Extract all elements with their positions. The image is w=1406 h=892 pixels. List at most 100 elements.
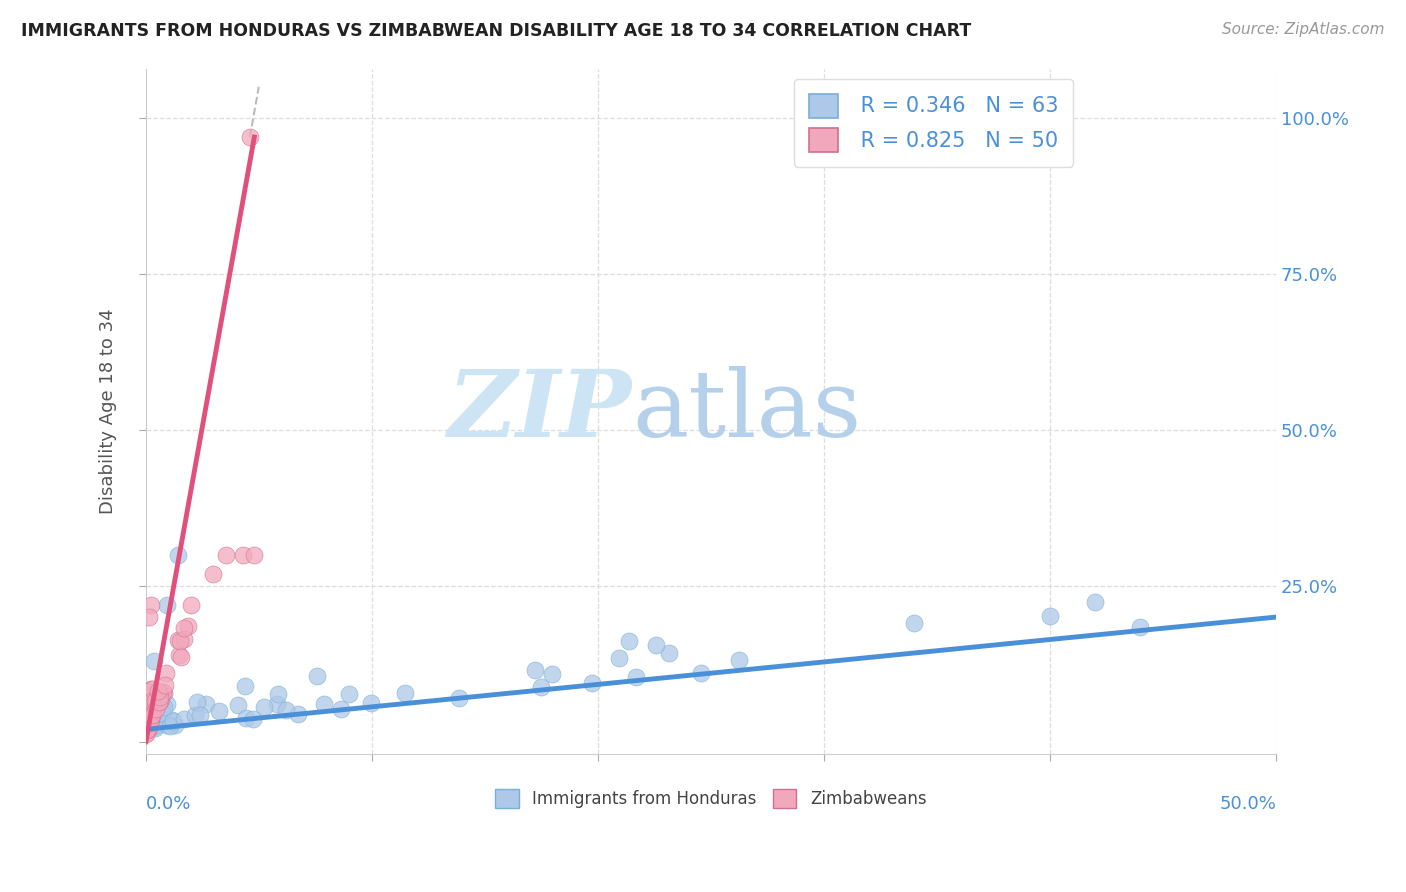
Point bbox=[136, 703, 159, 717]
Point bbox=[153, 678, 176, 692]
Point bbox=[305, 668, 328, 682]
Point bbox=[180, 598, 202, 612]
Point bbox=[136, 710, 159, 724]
Point bbox=[152, 700, 174, 714]
Point bbox=[153, 700, 176, 714]
Point bbox=[215, 548, 238, 562]
Point bbox=[138, 715, 160, 730]
Point bbox=[139, 712, 162, 726]
Point bbox=[233, 679, 256, 693]
Point bbox=[141, 705, 163, 719]
Point bbox=[135, 699, 157, 714]
Point bbox=[136, 723, 159, 737]
Point bbox=[135, 726, 157, 740]
Point bbox=[139, 714, 162, 729]
Point bbox=[156, 718, 179, 732]
Point bbox=[239, 130, 262, 145]
Point bbox=[153, 686, 176, 700]
Point bbox=[167, 648, 190, 663]
Point bbox=[159, 719, 181, 733]
Point bbox=[146, 718, 169, 732]
Point bbox=[136, 720, 159, 734]
Legend: Immigrants from Honduras, Zimbabweans: Immigrants from Honduras, Zimbabweans bbox=[489, 782, 934, 814]
Point bbox=[689, 665, 711, 680]
Point bbox=[162, 714, 184, 728]
Point bbox=[267, 686, 290, 700]
Point bbox=[148, 694, 170, 708]
Point bbox=[727, 653, 749, 667]
Point bbox=[138, 721, 160, 735]
Point bbox=[135, 720, 157, 734]
Text: 0.0%: 0.0% bbox=[146, 796, 191, 814]
Point bbox=[149, 688, 172, 702]
Point bbox=[242, 548, 264, 562]
Point bbox=[142, 714, 165, 729]
Point bbox=[142, 654, 165, 668]
Point bbox=[242, 712, 264, 726]
Point bbox=[645, 638, 668, 652]
Point bbox=[143, 694, 166, 708]
Point bbox=[166, 633, 188, 648]
Point bbox=[167, 548, 190, 562]
Point bbox=[330, 701, 353, 715]
Point bbox=[523, 663, 546, 677]
Point bbox=[207, 704, 229, 718]
Point bbox=[149, 690, 172, 705]
Point bbox=[141, 707, 163, 722]
Text: atlas: atlas bbox=[631, 367, 860, 457]
Text: ZIP: ZIP bbox=[447, 367, 631, 457]
Point bbox=[530, 680, 553, 694]
Text: Source: ZipAtlas.com: Source: ZipAtlas.com bbox=[1222, 22, 1385, 37]
Point bbox=[658, 647, 681, 661]
Point bbox=[156, 598, 179, 612]
Point bbox=[149, 694, 172, 708]
Point bbox=[141, 693, 163, 707]
Point bbox=[619, 634, 641, 648]
Point bbox=[394, 686, 416, 700]
Point bbox=[173, 632, 195, 647]
Point bbox=[195, 697, 218, 711]
Point bbox=[541, 667, 564, 681]
Point bbox=[160, 713, 183, 727]
Point bbox=[447, 690, 470, 705]
Y-axis label: Disability Age 18 to 34: Disability Age 18 to 34 bbox=[100, 309, 117, 514]
Text: IMMIGRANTS FROM HONDURAS VS ZIMBABWEAN DISABILITY AGE 18 TO 34 CORRELATION CHART: IMMIGRANTS FROM HONDURAS VS ZIMBABWEAN D… bbox=[21, 22, 972, 40]
Point bbox=[155, 666, 177, 681]
Point bbox=[169, 634, 191, 648]
Point bbox=[148, 684, 170, 698]
Point bbox=[173, 713, 195, 727]
Point bbox=[201, 567, 224, 582]
Point bbox=[184, 707, 207, 722]
Point bbox=[138, 710, 160, 724]
Point bbox=[624, 670, 647, 684]
Point bbox=[274, 703, 297, 717]
Point bbox=[149, 693, 172, 707]
Point bbox=[143, 721, 166, 735]
Point bbox=[186, 695, 208, 709]
Point bbox=[903, 616, 925, 631]
Point bbox=[226, 698, 249, 712]
Point bbox=[141, 681, 163, 696]
Point bbox=[170, 650, 193, 665]
Point bbox=[177, 619, 200, 633]
Point bbox=[1129, 620, 1152, 634]
Point bbox=[235, 711, 257, 725]
Point bbox=[142, 720, 165, 734]
Point bbox=[150, 706, 173, 720]
Point bbox=[143, 694, 166, 708]
Point bbox=[152, 685, 174, 699]
Point bbox=[1084, 595, 1107, 609]
Point bbox=[136, 717, 159, 731]
Point bbox=[139, 705, 162, 719]
Point bbox=[138, 684, 160, 698]
Point bbox=[138, 716, 160, 731]
Point bbox=[173, 621, 195, 635]
Point bbox=[156, 697, 179, 711]
Point bbox=[253, 700, 276, 714]
Point bbox=[312, 697, 335, 711]
Point bbox=[163, 718, 186, 732]
Point bbox=[360, 696, 382, 710]
Point bbox=[145, 702, 167, 716]
Point bbox=[1039, 609, 1062, 624]
Point bbox=[188, 708, 211, 723]
